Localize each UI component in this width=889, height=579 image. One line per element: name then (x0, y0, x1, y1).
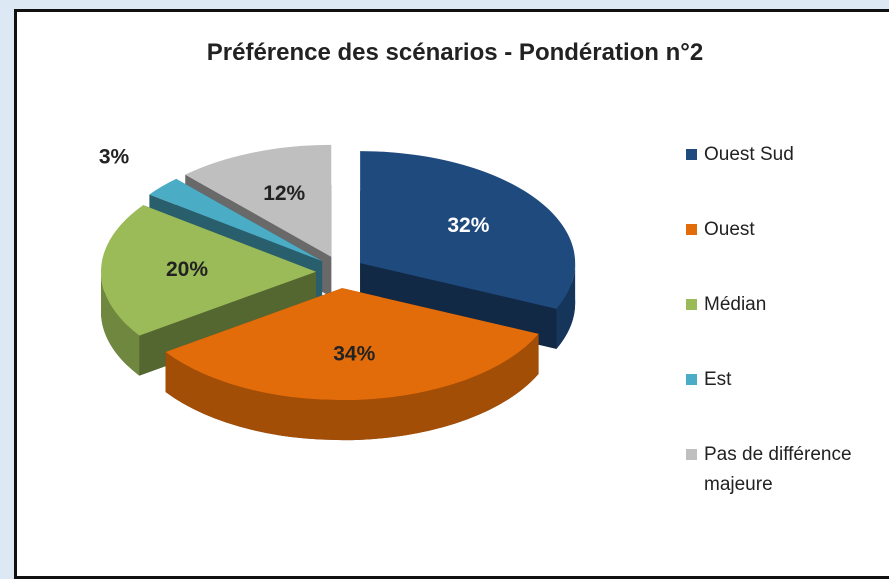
slice (185, 144, 332, 257)
legend-label: Médian (704, 294, 767, 315)
chart-title: Préférence des scénarios - Pondération n… (207, 39, 703, 66)
data-label: 12% (263, 182, 305, 205)
data-label: 32% (447, 214, 489, 237)
slice-depth (101, 271, 140, 376)
legend: Ouest Sud Ouest Médian Est Pas de différence… (686, 140, 886, 515)
legend-item: Ouest Sud (686, 140, 886, 215)
legend-label: Ouest Sud (704, 144, 794, 165)
data-label: 34% (333, 343, 375, 366)
slice (149, 178, 323, 262)
legend-swatch (686, 449, 697, 460)
legend-label: Ouest (704, 219, 755, 240)
data-label: 3% (99, 145, 130, 168)
legend-swatch (686, 224, 697, 235)
legend-label: Est (704, 369, 732, 390)
legend-item: Médian (686, 290, 886, 365)
slice (360, 151, 576, 309)
slice-depth (556, 263, 576, 349)
legend-item: Pas de différence majeure (686, 440, 886, 515)
legend-item: Ouest (686, 215, 886, 290)
legend-item: Est (686, 365, 886, 440)
legend-swatch (686, 149, 697, 160)
data-label: 20% (166, 258, 208, 281)
legend-label: Pas de différence majeure (704, 444, 852, 495)
slice-depth (165, 333, 539, 441)
legend-swatch (686, 299, 697, 310)
slice (165, 288, 539, 401)
legend-swatch (686, 374, 697, 385)
slice (101, 205, 317, 336)
